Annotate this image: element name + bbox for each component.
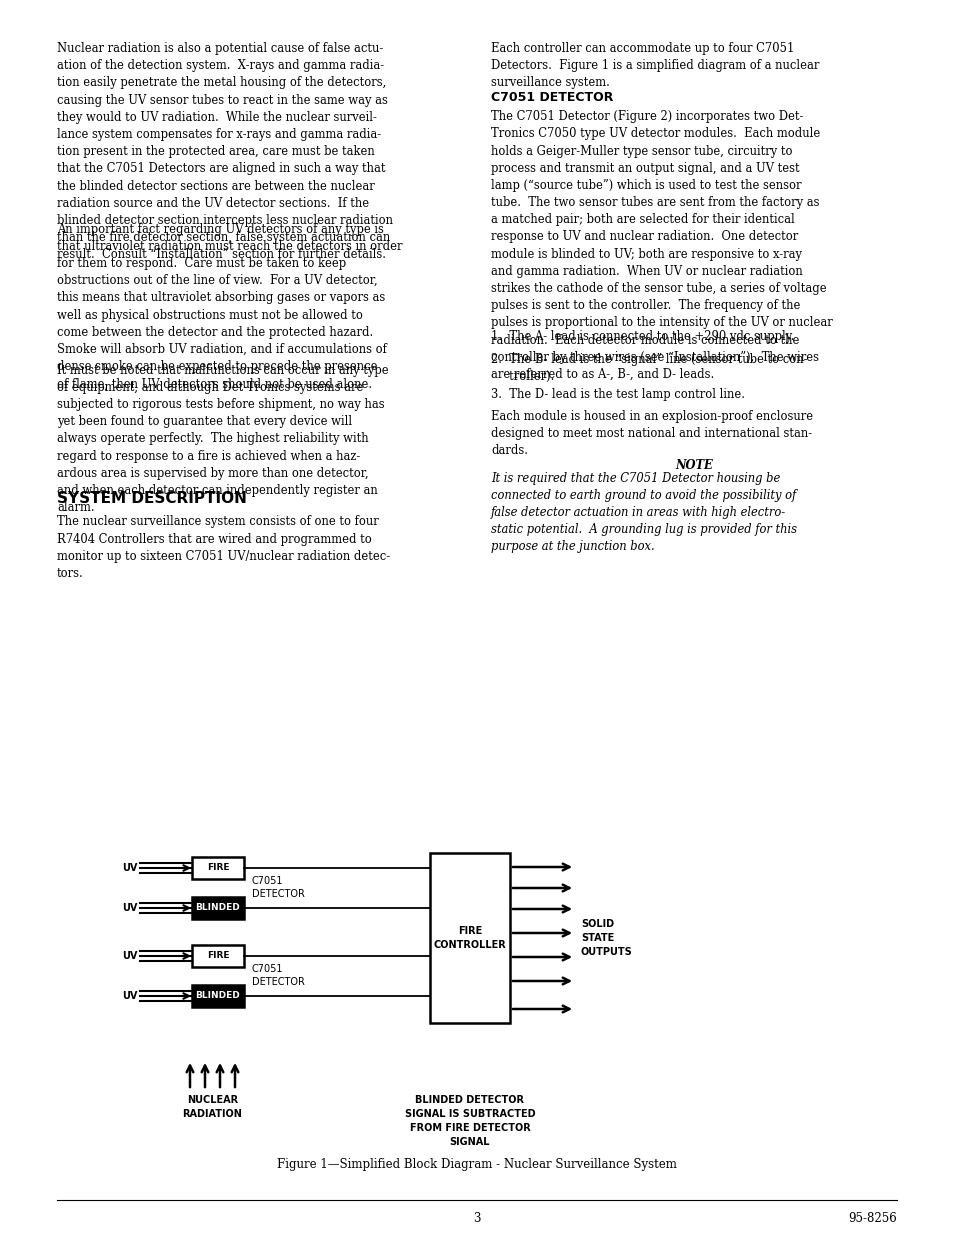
Text: DETECTOR: DETECTOR [252, 889, 305, 899]
Text: Figure 1—Simplified Block Diagram - Nuclear Surveillance System: Figure 1—Simplified Block Diagram - Nucl… [276, 1158, 677, 1171]
Text: BLINDED: BLINDED [195, 904, 240, 913]
Text: C7051: C7051 [252, 965, 283, 974]
Text: UV: UV [122, 951, 137, 961]
Text: 1.  The A- lead is connected to the +290 vdc supply.: 1. The A- lead is connected to the +290 … [491, 330, 794, 343]
Text: 3: 3 [473, 1212, 480, 1225]
Text: An important fact regarding UV detectors of any type is
that ultraviolet radiati: An important fact regarding UV detectors… [57, 222, 402, 390]
Bar [192, 986, 244, 1007]
Text: C7051 DETECTOR: C7051 DETECTOR [491, 90, 613, 104]
Text: C7051: C7051 [252, 876, 283, 885]
Text: SYSTEM DESCRIPTION: SYSTEM DESCRIPTION [57, 492, 247, 506]
Text: It is required that the C7051 Detector housing be
connected to earth ground to a: It is required that the C7051 Detector h… [491, 472, 796, 553]
Text: Each controller can accommodate up to four C7051
Detectors.  Figure 1 is a simpl: Each controller can accommodate up to fo… [491, 42, 819, 89]
Text: The C7051 Detector (Figure 2) incorporates two Det-
Tronics C7050 type UV detect: The C7051 Detector (Figure 2) incorporat… [491, 110, 832, 382]
Text: It must be noted that malfunctions can occur in any type
of equipment, and altho: It must be noted that malfunctions can o… [57, 363, 388, 514]
Text: UV: UV [122, 990, 137, 1002]
Text: FIRE: FIRE [207, 863, 229, 872]
Text: SOLID
STATE
OUTPUTS: SOLID STATE OUTPUTS [580, 919, 632, 957]
Text: FIRE
CONTROLLER: FIRE CONTROLLER [434, 926, 506, 950]
Text: Nuclear radiation is also a potential cause of false actu-
ation of the detectio: Nuclear radiation is also a potential ca… [57, 42, 393, 262]
Bar [192, 857, 244, 879]
Bar [192, 897, 244, 919]
Bar [192, 945, 244, 967]
Text: FIRE: FIRE [207, 951, 229, 961]
Text: NUCLEAR
RADIATION: NUCLEAR RADIATION [182, 1095, 242, 1119]
Text: UV: UV [122, 863, 137, 873]
Text: 95-8256: 95-8256 [847, 1212, 896, 1225]
Text: UV: UV [122, 903, 137, 913]
Text: NOTE: NOTE [675, 458, 712, 472]
Text: DETECTOR: DETECTOR [252, 977, 305, 987]
Text: 2.  The B- lead is the “signal” line (sensor tube to con-
     troller).: 2. The B- lead is the “signal” line (sen… [491, 352, 806, 383]
Text: 3.  The D- lead is the test lamp control line.: 3. The D- lead is the test lamp control … [491, 388, 744, 401]
Text: BLINDED: BLINDED [195, 992, 240, 1000]
Bar [430, 853, 510, 1023]
Text: Each module is housed in an explosion-proof enclosure
designed to meet most nati: Each module is housed in an explosion-pr… [491, 410, 812, 457]
Text: BLINDED DETECTOR
SIGNAL IS SUBTRACTED
FROM FIRE DETECTOR
SIGNAL: BLINDED DETECTOR SIGNAL IS SUBTRACTED FR… [404, 1095, 535, 1147]
Text: The nuclear surveillance system consists of one to four
R7404 Controllers that a: The nuclear surveillance system consists… [57, 515, 390, 580]
